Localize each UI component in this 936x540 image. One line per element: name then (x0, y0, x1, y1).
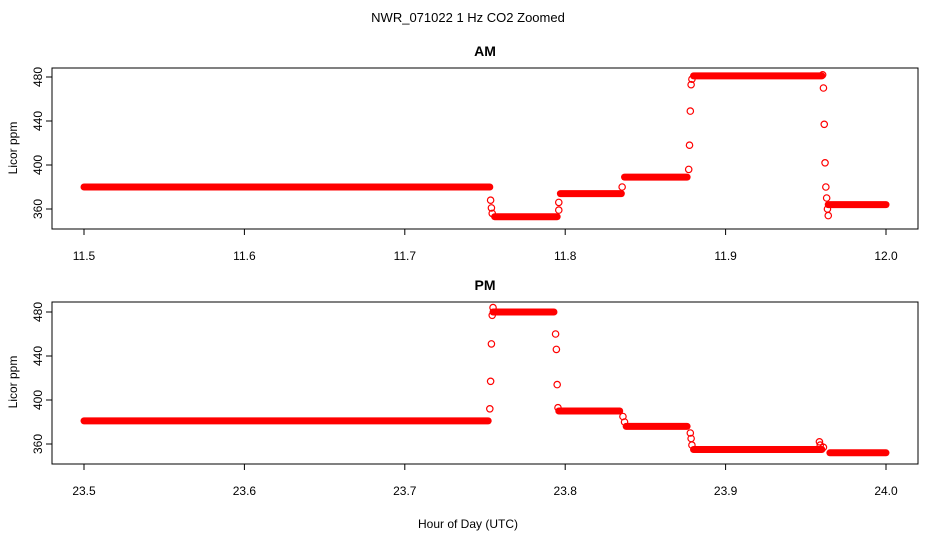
am-x-tick-label: 11.5 (73, 249, 96, 263)
am-x-tick-label: 12.0 (874, 249, 898, 263)
pm-data-point-2 (487, 340, 496, 348)
pm-y-axis-title: Licor ppm (6, 356, 20, 409)
am-data-point-18 (824, 211, 833, 220)
pm-x-tick-label: 23.8 (554, 484, 578, 498)
pm-data-point-14 (815, 437, 824, 446)
pm-y-axis: 360 400 440 480 (31, 302, 53, 454)
pm-plot-frame (51, 301, 919, 465)
pm-data-point-5 (551, 330, 560, 338)
pm-data-point-6 (552, 345, 561, 354)
am-data-point-8 (686, 107, 695, 115)
am-data-point-0 (486, 196, 495, 205)
am-data-point-12 (819, 84, 828, 92)
pm-data-point-10 (620, 418, 629, 426)
am-data-point-3 (554, 206, 563, 214)
am-x-tick-label: 11.9 (714, 249, 737, 263)
pm-x-tick-label: 23.7 (393, 484, 417, 498)
pm-data-point-16 (819, 443, 828, 452)
figure-title: NWR_071022 1 Hz CO2 Zoomed (371, 10, 565, 25)
am-data-point-9 (687, 80, 695, 89)
am-x-tick-label: 11.7 (394, 249, 417, 263)
am-y-axis-title: Licor ppm (6, 122, 20, 175)
pm-x-tick-label: 23.5 (72, 484, 96, 498)
am-data-point-10 (688, 75, 696, 84)
am-y-tick-label: 440 (31, 111, 45, 131)
am-data-point-1 (487, 204, 496, 212)
am-x-axis: 11.5 11.6 11.7 11.8 11.9 12.0 (73, 228, 898, 263)
pm-y-tick-label: 440 (31, 346, 45, 366)
am-plot-frame (51, 67, 919, 230)
am-plot-data (80, 71, 890, 221)
pm-data-point-4 (489, 303, 497, 312)
am-data-point-2 (488, 209, 497, 218)
am-x-tick-label: 11.6 (233, 249, 256, 263)
am-y-tick-label: 360 (31, 199, 45, 219)
pm-data-point-7 (553, 380, 561, 389)
pm-data-point-8 (554, 403, 562, 412)
x-axis-title: Hour of Day (UTC) (418, 517, 518, 531)
pm-data-point-13 (688, 441, 696, 449)
pm-x-axis: 23.5 23.6 23.7 23.8 23.9 24.0 (72, 463, 898, 498)
am-data-point-5 (618, 183, 626, 191)
am-data-point-6 (684, 165, 693, 174)
pm-x-tick-label: 23.9 (714, 484, 738, 498)
pm-data-point-0 (486, 404, 494, 413)
pm-data-point-3 (488, 311, 497, 320)
pm-data-point-11 (686, 429, 695, 437)
am-y-tick-label: 480 (31, 67, 45, 87)
am-y-tick-label: 400 (31, 155, 45, 175)
am-data-point-11 (818, 71, 827, 79)
am-x-tick-label: 11.8 (554, 249, 577, 263)
am-data-point-4 (554, 198, 563, 207)
pm-plot-data (80, 303, 890, 457)
am-data-point-13 (820, 120, 829, 129)
pm-y-tick-label: 480 (31, 302, 45, 322)
pm-y-tick-label: 400 (31, 390, 45, 410)
pm-data-point-1 (486, 377, 495, 386)
am-data-point-14 (821, 159, 829, 167)
pm-x-tick-label: 24.0 (874, 484, 898, 498)
pm-x-tick-label: 23.6 (233, 484, 257, 498)
am-panel-title: AM (474, 43, 496, 59)
pm-panel-title: PM (475, 277, 496, 293)
am-data-point-16 (822, 194, 831, 202)
am-data-point-7 (685, 141, 694, 150)
am-y-axis: 360 400 440 480 (31, 67, 53, 219)
am-data-point-15 (822, 183, 830, 191)
pm-y-tick-label: 360 (31, 434, 45, 454)
